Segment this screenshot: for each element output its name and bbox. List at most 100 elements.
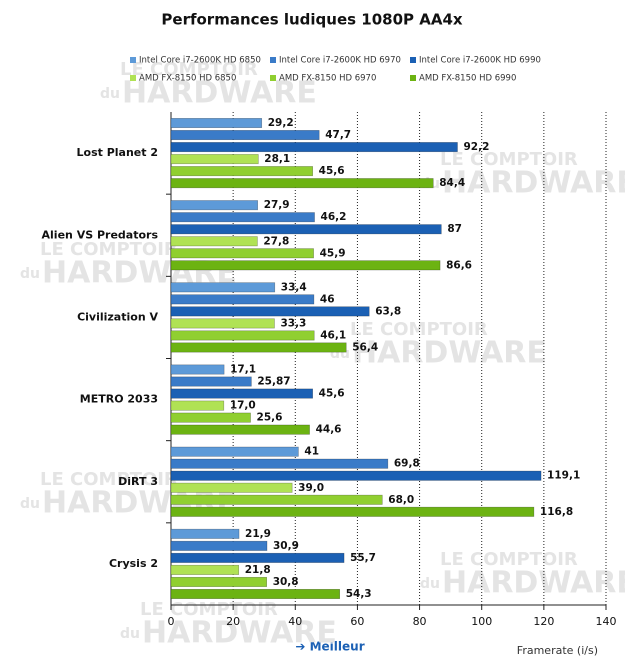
bar xyxy=(170,482,293,493)
value-label: 63,8 xyxy=(375,305,401,317)
annotation: ➔ Meilleur xyxy=(295,640,364,654)
bar xyxy=(170,212,315,223)
legend-label: AMD FX-8150 HD 6970 xyxy=(279,74,376,84)
value-label: 17,1 xyxy=(230,364,256,376)
y-tick-label: DiRT 3 xyxy=(118,475,158,488)
value-label: 55,7 xyxy=(350,552,376,564)
value-label: 30,9 xyxy=(273,540,299,552)
bar xyxy=(170,364,225,375)
value-label: 46 xyxy=(320,293,335,305)
y-tick-label: Lost Planet 2 xyxy=(77,146,159,159)
watermark: HARDWARE xyxy=(142,616,337,651)
watermark: du xyxy=(100,86,120,102)
value-label: 27,8 xyxy=(263,235,289,247)
bar xyxy=(170,154,259,165)
bar xyxy=(170,178,434,189)
value-label: 21,8 xyxy=(245,564,271,576)
value-label: 41 xyxy=(304,446,319,458)
bar xyxy=(170,506,535,517)
watermark: LE COMPTOIR xyxy=(350,319,488,340)
x-tick-label: 100 xyxy=(471,615,492,628)
bar xyxy=(170,130,320,141)
value-label: 44,6 xyxy=(316,424,342,436)
bar xyxy=(170,576,267,587)
value-label: 46,1 xyxy=(320,329,346,341)
watermark: du xyxy=(20,266,40,282)
bar xyxy=(170,552,345,563)
bar xyxy=(170,342,347,353)
x-tick-label: 20 xyxy=(226,615,240,628)
bar xyxy=(170,564,240,575)
legend-swatch xyxy=(410,57,416,63)
watermark: LE COMPTOIR xyxy=(140,599,278,620)
bar xyxy=(170,166,313,177)
value-label: 119,1 xyxy=(547,470,580,482)
bar xyxy=(170,412,251,423)
watermark: LE COMPTOIR xyxy=(40,239,178,260)
bar xyxy=(170,400,225,411)
value-label: 68,0 xyxy=(388,494,414,506)
watermark: HARDWARE xyxy=(442,166,625,201)
bar xyxy=(170,224,442,235)
x-tick-label: 40 xyxy=(288,615,302,628)
watermark: LE COMPTOIR xyxy=(440,549,578,570)
bar xyxy=(170,318,275,329)
x-tick-label: 60 xyxy=(350,615,364,628)
watermark: HARDWARE xyxy=(442,566,625,601)
legend-swatch xyxy=(130,57,136,63)
legend-label: AMD FX-8150 HD 6990 xyxy=(419,74,516,84)
bar xyxy=(170,248,314,259)
value-label: 28,1 xyxy=(264,153,290,165)
value-label: 54,3 xyxy=(346,588,372,600)
bar xyxy=(170,294,315,305)
value-label: 33,3 xyxy=(280,317,306,329)
watermark: HARDWARE xyxy=(352,336,547,371)
value-label: 29,2 xyxy=(268,117,294,129)
value-label: 45,6 xyxy=(319,388,345,400)
bar xyxy=(170,528,240,539)
watermark: LE COMPTOIR xyxy=(120,59,258,80)
bar xyxy=(170,494,383,505)
bar xyxy=(170,118,263,129)
bar xyxy=(170,540,268,551)
legend-swatch xyxy=(270,75,276,81)
value-label: 46,2 xyxy=(321,211,347,223)
value-label: 25,6 xyxy=(257,412,283,424)
value-label: 17,0 xyxy=(230,400,256,412)
bar xyxy=(170,282,276,293)
legend-swatch xyxy=(270,57,276,63)
y-tick-label: Civilization V xyxy=(77,310,158,323)
y-tick-label: Alien VS Predators xyxy=(42,228,159,241)
value-label: 86,6 xyxy=(446,259,472,271)
bar xyxy=(170,260,441,271)
bar xyxy=(170,330,315,341)
legend-label: Intel Core i7-2600K HD 6850 xyxy=(139,56,261,66)
y-tick-label: Crysis 2 xyxy=(109,557,158,570)
x-axis-label: Framerate (i/s) xyxy=(517,644,598,657)
legend-swatch xyxy=(130,75,136,81)
bar xyxy=(170,458,389,469)
value-label: 116,8 xyxy=(540,506,573,518)
value-label: 87 xyxy=(447,223,462,235)
value-label: 21,9 xyxy=(245,528,271,540)
value-label: 69,8 xyxy=(394,458,420,470)
value-label: 84,4 xyxy=(439,177,465,189)
x-tick-label: 140 xyxy=(596,615,617,628)
watermark: du xyxy=(20,496,40,512)
bar xyxy=(170,306,370,317)
bar xyxy=(170,388,313,399)
x-tick-label: 80 xyxy=(413,615,427,628)
x-tick-label: 0 xyxy=(168,615,175,628)
y-tick-label: METRO 2033 xyxy=(80,393,158,406)
legend-label: Intel Core i7-2600K HD 6990 xyxy=(419,56,541,66)
legend-swatch xyxy=(410,75,416,81)
bar xyxy=(170,588,341,599)
value-label: 92,2 xyxy=(463,141,489,153)
watermark: LE COMPTOIR xyxy=(40,469,178,490)
bar xyxy=(170,200,258,211)
bar xyxy=(170,424,310,435)
watermark: HARDWARE xyxy=(122,76,317,111)
watermark: du xyxy=(120,626,140,642)
x-tick-label: 120 xyxy=(533,615,554,628)
